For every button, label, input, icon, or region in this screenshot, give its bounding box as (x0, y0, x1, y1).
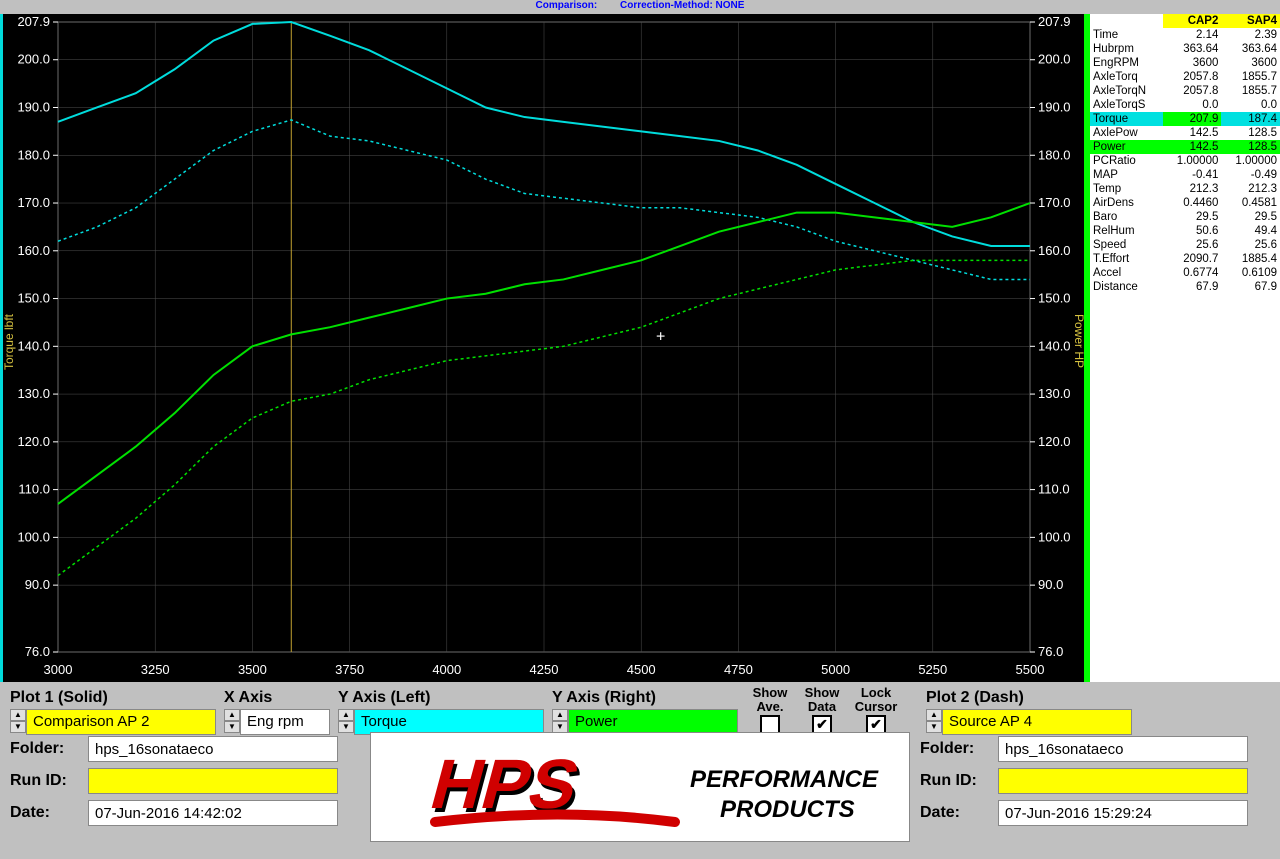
svg-text:3750: 3750 (335, 662, 364, 677)
svg-text:110.0: 110.0 (1038, 482, 1070, 497)
plot2-runid-field[interactable] (998, 768, 1248, 794)
svg-text:150.0: 150.0 (1038, 291, 1071, 306)
svg-text:3500: 3500 (238, 662, 267, 677)
svg-text:5500: 5500 (1016, 662, 1045, 677)
svg-text:120.0: 120.0 (1038, 434, 1071, 449)
svg-text:76.0: 76.0 (25, 644, 50, 659)
plot2-heading: Plot 2 (Dash) (926, 689, 1136, 707)
data-readout-table: CAP2SAP4Time2.142.39Hubrpm363.64363.64En… (1090, 14, 1280, 294)
svg-text:180.0: 180.0 (1038, 147, 1071, 162)
svg-text:160.0: 160.0 (17, 243, 50, 258)
data-row: PCRatio1.000001.00000 (1090, 154, 1280, 168)
svg-text:76.0: 76.0 (1038, 644, 1063, 659)
svg-text:100.0: 100.0 (1038, 529, 1071, 544)
svg-text:4000: 4000 (432, 662, 461, 677)
data-row: Power142.5128.5 (1090, 140, 1280, 154)
xaxis-heading: X Axis (224, 689, 334, 707)
svg-text:200.0: 200.0 (17, 52, 50, 67)
y-left-axis-label: Torque lbft (2, 314, 16, 370)
plot2-date-field[interactable]: 07-Jun-2016 15:29:24 (998, 800, 1248, 826)
plot2-date-label: Date: (920, 804, 990, 822)
svg-text:190.0: 190.0 (1038, 99, 1071, 114)
y-right-axis-label: Power HP (1072, 314, 1086, 368)
svg-text:207.9: 207.9 (1038, 14, 1071, 29)
svg-text:90.0: 90.0 (1038, 577, 1063, 592)
data-row: Time2.142.39 (1090, 28, 1280, 42)
data-row: Speed25.625.6 (1090, 238, 1280, 252)
svg-text:170.0: 170.0 (17, 195, 50, 210)
data-row: AxleTorqN2057.81855.7 (1090, 84, 1280, 98)
svg-text:4500: 4500 (627, 662, 656, 677)
svg-text:100.0: 100.0 (17, 529, 50, 544)
data-row: AxleTorqS0.00.0 (1090, 98, 1280, 112)
comparison-label: Comparison: (536, 0, 598, 11)
data-row: Accel0.67740.6109 (1090, 266, 1280, 280)
plot1-date-field[interactable]: 07-Jun-2016 14:42:02 (88, 800, 338, 826)
data-row: EngRPM36003600 (1090, 56, 1280, 70)
plot2-folder-field[interactable]: hps_16sonataeco (998, 736, 1248, 762)
correction-method-label: Correction-Method: NONE (620, 0, 744, 11)
svg-text:4250: 4250 (530, 662, 559, 677)
svg-text:4750: 4750 (724, 662, 753, 677)
yright-heading: Y Axis (Right) (552, 689, 742, 707)
svg-text:+: + (656, 329, 665, 346)
plot2-folder-label: Folder: (920, 740, 990, 758)
logo-tagline2: PRODUCTS (720, 796, 855, 823)
svg-text:3000: 3000 (44, 662, 73, 677)
plot2-runid-label: Run ID: (920, 772, 990, 790)
plot1-date-label: Date: (10, 804, 80, 822)
data-readout-panel: CAP2SAP4Time2.142.39Hubrpm363.64363.64En… (1088, 14, 1280, 682)
plot1-runid-label: Run ID: (10, 772, 80, 790)
plot1-folder-label: Folder: (10, 740, 80, 758)
svg-text:5250: 5250 (918, 662, 947, 677)
svg-text:150.0: 150.0 (17, 291, 50, 306)
logo-tagline1: PERFORMANCE (690, 766, 879, 793)
controls-panel: Plot 1 (Solid) ▲▼ Comparison AP 2 X Axis… (0, 682, 1280, 859)
yright-spinner[interactable]: ▲▼ (552, 709, 568, 735)
lock-cursor-heading: LockCursor (855, 686, 898, 715)
data-row: AxleTorq2057.81855.7 (1090, 70, 1280, 84)
show-ave-heading: ShowAve. (753, 686, 788, 715)
data-row: Temp212.3212.3 (1090, 182, 1280, 196)
data-row: Torque207.9187.4 (1090, 112, 1280, 126)
data-row: AirDens0.44600.4581 (1090, 196, 1280, 210)
data-row: RelHum50.649.4 (1090, 224, 1280, 238)
data-row: T.Effort2090.71885.4 (1090, 252, 1280, 266)
svg-text:200.0: 200.0 (1038, 52, 1071, 67)
svg-text:5000: 5000 (821, 662, 850, 677)
svg-text:130.0: 130.0 (1038, 386, 1071, 401)
hps-logo: HPS HPS PERFORMANCE PRODUCTS (370, 732, 910, 842)
svg-text:170.0: 170.0 (1038, 195, 1071, 210)
show-data-heading: ShowData (805, 686, 840, 715)
svg-text:180.0: 180.0 (17, 147, 50, 162)
dyno-chart[interactable]: 3000 3250 3500 3750 4000 4250 4500 4750 5000 5250… (0, 14, 1088, 682)
plot1-heading: Plot 1 (Solid) (10, 689, 220, 707)
header-strip: Comparison: Correction-Method: NONE (0, 0, 1280, 14)
svg-text:3250: 3250 (141, 662, 170, 677)
yleft-heading: Y Axis (Left) (338, 689, 548, 707)
svg-text:160.0: 160.0 (1038, 243, 1071, 258)
data-row: Distance67.967.9 (1090, 280, 1280, 294)
data-row: MAP-0.41-0.49 (1090, 168, 1280, 182)
plot1-folder-field[interactable]: hps_16sonataeco (88, 736, 338, 762)
svg-text:130.0: 130.0 (17, 386, 50, 401)
data-row: Baro29.529.5 (1090, 210, 1280, 224)
svg-text:90.0: 90.0 (25, 577, 50, 592)
yright-field[interactable]: Power (568, 709, 738, 735)
svg-text:140.0: 140.0 (1038, 338, 1071, 353)
plot1-runid-field[interactable] (88, 768, 338, 794)
data-row: AxlePow142.5128.5 (1090, 126, 1280, 140)
svg-text:190.0: 190.0 (17, 99, 50, 114)
yleft-field[interactable]: Torque (354, 709, 544, 735)
data-row: Hubrpm363.64363.64 (1090, 42, 1280, 56)
svg-text:207.9: 207.9 (17, 14, 50, 29)
svg-text:110.0: 110.0 (18, 482, 50, 497)
svg-text:120.0: 120.0 (17, 434, 50, 449)
svg-text:140.0: 140.0 (17, 338, 50, 353)
